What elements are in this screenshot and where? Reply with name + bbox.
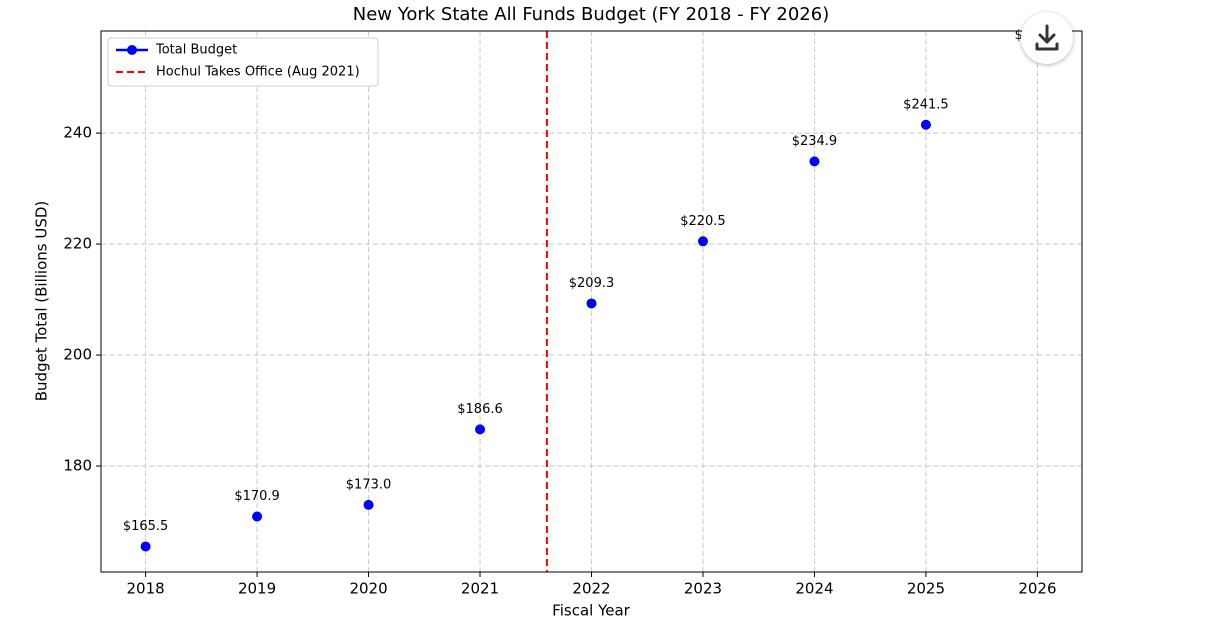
- data-label: $209.3: [569, 276, 615, 291]
- data-point: [586, 298, 597, 309]
- data-point: [252, 511, 263, 522]
- data-point: [809, 156, 820, 167]
- x-tick-label: 2024: [795, 580, 833, 598]
- plot-frame: [100, 30, 1083, 573]
- data-label: $241.5: [903, 97, 949, 112]
- y-axis-label: Budget Total (Billions USD): [33, 201, 51, 402]
- data-point: [475, 424, 486, 435]
- x-tick-label: 2022: [572, 580, 610, 598]
- data-point: [697, 236, 708, 247]
- x-tick-label: 2019: [238, 580, 276, 598]
- y-tick-label: 200: [63, 346, 92, 364]
- data-point: [363, 499, 374, 510]
- y-tick-label: 180: [63, 457, 92, 475]
- data-label: $234.9: [792, 134, 838, 149]
- x-tick-label: 2025: [907, 580, 945, 598]
- legend-label: Total Budget: [155, 43, 237, 58]
- x-tick-label: 2023: [684, 580, 722, 598]
- legend-marker: [127, 45, 137, 55]
- chart-title: New York State All Funds Budget (FY 2018…: [353, 4, 829, 25]
- y-tick-label: 240: [63, 124, 92, 142]
- data-label: $173.0: [346, 477, 392, 492]
- data-label: $170.9: [234, 489, 280, 504]
- legend-box: [107, 37, 379, 87]
- data-label: $186.6: [457, 402, 503, 417]
- data-point: [140, 541, 151, 552]
- x-tick-label: 2026: [1018, 580, 1056, 598]
- x-tick-label: 2018: [126, 580, 164, 598]
- x-tick-label: 2020: [349, 580, 387, 598]
- x-tick-label: 2021: [461, 580, 499, 598]
- data-label: $220.5: [680, 214, 726, 229]
- x-axis-label: Fiscal Year: [552, 602, 630, 620]
- legend-label: Hochul Takes Office (Aug 2021): [156, 65, 360, 80]
- download-button[interactable]: [1021, 12, 1073, 64]
- data-point: [920, 119, 931, 130]
- y-tick-label: 220: [63, 235, 92, 253]
- download-icon: [1035, 24, 1059, 51]
- data-label: $165.5: [123, 519, 169, 534]
